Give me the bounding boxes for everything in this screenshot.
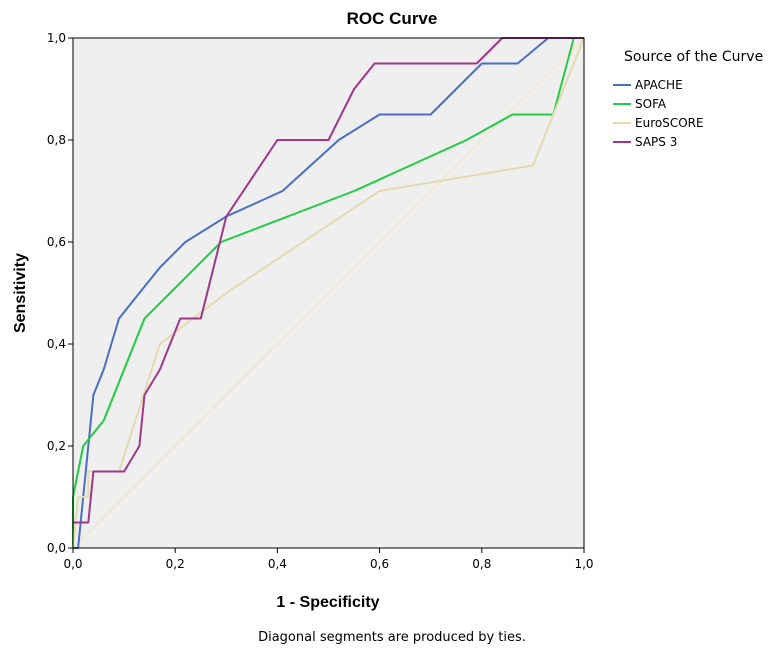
plot-frame xyxy=(72,37,585,549)
x-tick-label: 0,8 xyxy=(472,557,491,571)
y-axis-ticks: 0,0 0,2 0,4 0,6 0,8 1,0 xyxy=(47,31,73,555)
y-axis-label: Sensitivity xyxy=(12,253,29,333)
legend-label: EuroSCORE xyxy=(635,116,704,130)
x-tick-label: 0,0 xyxy=(63,557,82,571)
x-tick-label: 0,6 xyxy=(370,557,389,571)
legend-items: APACHE SOFA EuroSCORE SAPS 3 xyxy=(613,78,704,149)
series-group xyxy=(72,37,585,549)
y-tick-label: 0,0 xyxy=(47,541,66,555)
y-tick-label: 0,6 xyxy=(47,235,66,249)
y-tick-label: 0,8 xyxy=(47,133,66,147)
legend-title: Source of the Curve xyxy=(624,49,763,65)
x-axis-ticks: 0,0 0,2 0,4 0,6 0,8 1,0 xyxy=(63,548,594,571)
y-tick-label: 1,0 xyxy=(47,31,66,45)
footnote: Diagonal segments are produced by ties. xyxy=(258,630,526,645)
y-tick-label: 0,4 xyxy=(47,337,66,351)
series-line-apache xyxy=(73,37,584,549)
x-axis-label: 1 - Specificity xyxy=(276,594,379,611)
legend-label: SAPS 3 xyxy=(635,135,677,149)
legend: Source of the Curve APACHE SOFA EuroSCORE S… xyxy=(613,49,763,149)
x-tick-label: 1,0 xyxy=(574,557,593,571)
series-line-saps-3 xyxy=(73,37,584,524)
y-tick-label: 0,2 xyxy=(47,439,66,453)
chart-title: ROC Curve xyxy=(347,9,438,28)
legend-label: SOFA xyxy=(635,97,667,111)
series-line-euroscore xyxy=(72,37,585,549)
x-tick-label: 0,4 xyxy=(268,557,287,571)
x-tick-label: 0,2 xyxy=(166,557,185,571)
legend-label: APACHE xyxy=(635,78,683,92)
series-line-sofa xyxy=(72,37,584,548)
